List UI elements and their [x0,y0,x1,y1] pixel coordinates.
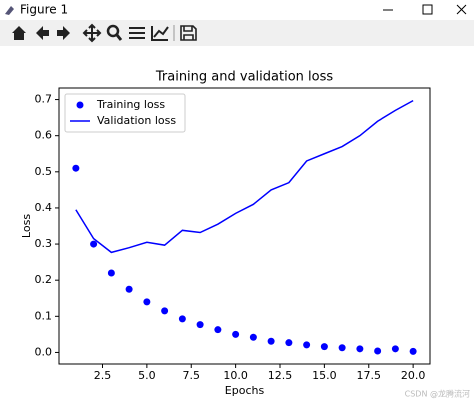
watermark: CSDN @龙腾流河 [405,389,470,399]
data-point [267,337,275,345]
title-bar [0,0,474,20]
data-point [107,269,115,277]
app-icon [5,6,14,15]
data-point [178,315,186,323]
legend-label: Validation loss [97,114,176,127]
x-tick-label: 12.5 [268,369,293,382]
data-point [196,321,204,329]
edit-axis-button[interactable] [151,26,169,41]
y-tick-label: 0.2 [35,273,53,286]
x-tick-label: 15.0 [312,369,337,382]
x-axis-label: Epochs [225,384,265,397]
back-button[interactable] [36,26,49,40]
toolbar [0,20,474,46]
configure-button[interactable] [129,27,145,39]
data-point [285,339,293,347]
legend-label: Training loss [96,98,165,111]
y-tick-label: 0.3 [35,237,53,250]
x-tick-label: 7.5 [182,369,200,382]
data-point [249,333,257,341]
forward-button[interactable] [57,26,70,40]
x-tick-label: 2.5 [94,369,112,382]
y-tick-label: 0.5 [35,165,53,178]
data-point [90,240,98,248]
x-tick-label: 10.0 [223,369,248,382]
data-point [232,330,240,338]
data-point [391,345,399,353]
data-point [409,347,417,355]
chart-title: Training and validation loss [155,70,333,85]
y-tick-label: 0.7 [35,93,53,106]
y-axis-label: Loss [20,214,33,238]
x-tick-label: 17.5 [357,369,382,382]
y-tick-label: 0.0 [35,345,53,358]
legend-marker [76,101,84,109]
data-point [143,298,151,306]
close-button[interactable] [456,4,467,15]
y-tick-label: 0.1 [35,309,53,322]
data-point [320,343,328,351]
data-point [356,345,364,353]
x-tick-label: 20.0 [401,369,426,382]
x-tick-label: 5.0 [138,369,156,382]
y-tick-label: 0.6 [35,129,53,142]
maximize-button[interactable] [422,4,433,15]
data-point [125,285,133,293]
data-point [303,341,311,349]
data-line [75,99,414,254]
legend-box [64,93,186,133]
data-point [161,307,169,315]
window-title: Figure 1 [20,3,68,17]
data-point [338,344,346,352]
pan-button[interactable] [82,23,102,43]
data-point [72,164,80,172]
y-tick-label: 0.4 [35,201,53,214]
data-point [214,326,222,334]
save-button[interactable] [180,25,197,41]
data-point [374,347,382,355]
home-button[interactable] [12,26,26,40]
zoom-button[interactable] [106,24,123,41]
axes-frame [58,87,431,365]
